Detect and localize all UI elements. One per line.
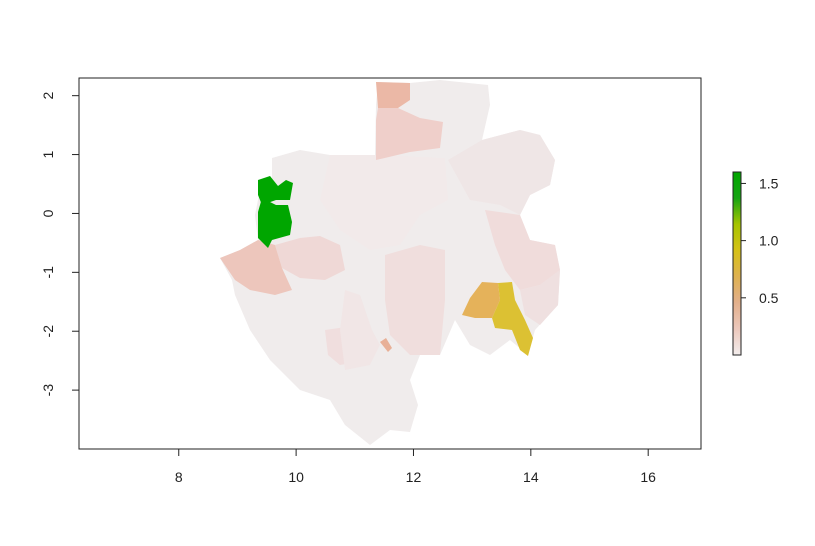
- x-tick-label: 8: [175, 469, 183, 485]
- x-tick-label: 14: [523, 469, 539, 485]
- region-southeast-edge: [520, 270, 560, 325]
- region-center: [320, 155, 448, 250]
- y-tick-label: 0: [40, 209, 56, 217]
- y-tick-label: -2: [40, 325, 56, 338]
- region-west-mid: [275, 236, 345, 280]
- y-tick-label: -3: [40, 384, 56, 397]
- legend-tick-label: 1.0: [759, 233, 779, 249]
- y-tick-label: -1: [40, 266, 56, 279]
- region-high-south: [258, 198, 292, 248]
- region-southeast-orange: [462, 282, 500, 318]
- x-tick-label: 16: [640, 469, 656, 485]
- color-legend: 0.5 1.0 1.5: [732, 171, 779, 356]
- legend-colorbar: [732, 171, 742, 356]
- legend-ticks: 0.5 1.0 1.5: [741, 175, 779, 306]
- y-axis: 2 1 0 -1 -2 -3: [40, 92, 80, 397]
- region-north-upper: [376, 82, 410, 108]
- region-small-south: [380, 338, 392, 352]
- region-estuary-south: [220, 240, 292, 295]
- x-tick-label: 12: [406, 469, 422, 485]
- legend-tick-label: 1.5: [759, 175, 779, 191]
- region-south-center: [385, 245, 445, 355]
- region-southeast-yellow: [492, 282, 533, 356]
- region-north-east: [448, 130, 555, 215]
- x-axis: 8 10 12 14 16: [175, 448, 656, 485]
- map-regions: [220, 80, 560, 445]
- region-high-north: [258, 176, 293, 205]
- y-tick-label: 2: [40, 92, 56, 100]
- x-tick-label: 10: [288, 469, 304, 485]
- region-south-west: [340, 290, 380, 370]
- legend-tick-label: 0.5: [759, 290, 779, 306]
- region-north: [376, 108, 443, 160]
- y-tick-label: 1: [40, 150, 56, 158]
- region-east-lower: [485, 210, 560, 290]
